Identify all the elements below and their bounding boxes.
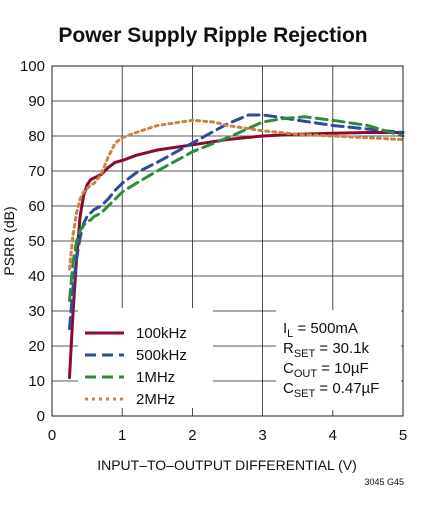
series-line-100khz [68, 131, 405, 379]
series-line-500khz [68, 113, 405, 330]
chart-title: Power Supply Ripple Rejection [58, 24, 367, 47]
y-tick-label: 10 [28, 373, 45, 390]
legend: 100kHz 500kHz 1MHz 2MHz [85, 325, 187, 408]
y-tick-label: 80 [28, 128, 45, 145]
legend-label: 2MHz [136, 391, 175, 408]
x-tick-label: 0 [48, 427, 56, 444]
y-tick-label: 0 [37, 408, 45, 425]
legend-label: 500kHz [136, 347, 187, 364]
y-tick-label: 50 [28, 233, 45, 250]
y-tick-label: 20 [28, 338, 45, 355]
legend-label: 1MHz [136, 369, 175, 386]
y-tick-label: 40 [28, 268, 45, 285]
x-axis-label: INPUT–TO–OUTPUT DIFFERENTIAL (V) [97, 457, 357, 473]
series-line-2mhz [68, 118, 405, 271]
annotation-background [276, 310, 401, 410]
plot-frame [51, 65, 404, 417]
plot-background [78, 308, 213, 408]
annotation-line: COUT = 10µF [283, 360, 369, 380]
x-tick-label: 2 [188, 427, 196, 444]
legend-label: 100kHz [136, 325, 187, 342]
series-line-1mhz [68, 115, 405, 302]
y-tick-label: 60 [28, 198, 45, 215]
y-tick-label: 70 [28, 163, 45, 180]
annotation-line: IL = 500mA [283, 320, 358, 340]
annotation-line: CSET = 0.47µF [283, 380, 379, 400]
y-tick-label: 90 [28, 93, 45, 110]
x-tick-label: 3 [258, 427, 266, 444]
y-tick-label: 30 [28, 303, 45, 320]
y-tick-label: 100 [20, 58, 45, 75]
x-tick-label: 4 [329, 427, 337, 444]
x-tick-label: 1 [118, 427, 126, 444]
x-tick-label: 5 [399, 427, 407, 444]
annotation-line: RSET = 30.1k [283, 340, 370, 360]
figure-id: 3045 G45 [364, 477, 404, 487]
series [68, 113, 405, 379]
y-axis-label: PSRR (dB) [1, 206, 17, 275]
